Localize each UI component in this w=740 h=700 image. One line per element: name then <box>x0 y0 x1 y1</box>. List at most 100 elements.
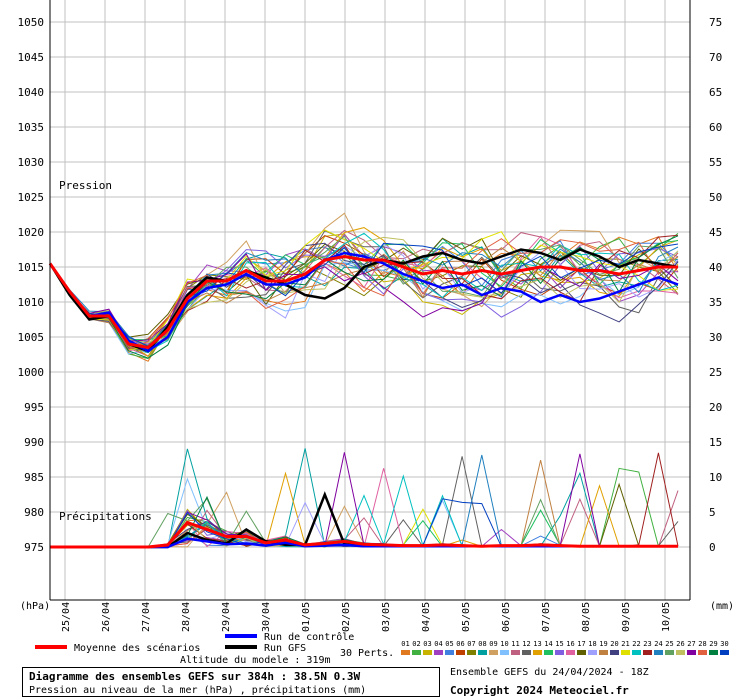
copyright: Copyright 2024 Meteociel.fr <box>450 684 629 697</box>
y-tick-right: 0 <box>709 541 716 554</box>
chart-title-box: Diagramme des ensembles GEFS sur 384h : … <box>22 667 440 697</box>
pert-swatch <box>445 650 454 655</box>
y-tick-right: 70 <box>709 51 722 64</box>
pert-code: 03 <box>423 640 431 648</box>
pert-swatch <box>720 650 729 655</box>
x-tick-label: 28/04 <box>181 602 192 632</box>
y-tick-left: 1015 <box>18 261 45 274</box>
pert-swatch <box>577 650 586 655</box>
pert-swatch <box>478 650 487 655</box>
x-tick-label: 09/05 <box>621 602 632 632</box>
pert-swatch <box>665 650 674 655</box>
x-tick-label: 10/05 <box>661 602 672 632</box>
pert-swatch <box>533 650 542 655</box>
pert-code: 10 <box>500 640 508 648</box>
pert-code: 05 <box>445 640 453 648</box>
y-tick-right: 40 <box>709 261 722 274</box>
y-tick-right: 35 <box>709 296 722 309</box>
pert-code: 07 <box>467 640 475 648</box>
y-tick-left: 1020 <box>18 226 45 239</box>
pert-code: 13 <box>533 640 541 648</box>
pert-code: 24 <box>654 640 662 648</box>
pressure-label: Pression <box>59 179 112 192</box>
y-tick-right: 30 <box>709 331 722 344</box>
right-unit-label: (mm) <box>710 601 734 612</box>
pert-code: 17 <box>577 640 585 648</box>
pert-code: 19 <box>599 640 607 648</box>
pert-code: 01 <box>401 640 409 648</box>
x-tick-label: 29/04 <box>221 602 232 632</box>
pert-code: 16 <box>566 640 574 648</box>
pert-pressure-line <box>49 236 679 344</box>
pert-code: 21 <box>621 640 629 648</box>
pert-swatch <box>467 650 476 655</box>
y-tick-left: 990 <box>24 436 44 449</box>
pert-swatch <box>698 650 707 655</box>
x-tick-label: 04/05 <box>421 602 432 632</box>
series-precip-0 <box>50 520 678 549</box>
y-tick-right: 55 <box>709 156 722 169</box>
pert-code: 29 <box>709 640 717 648</box>
chart-title: Diagramme des ensembles GEFS sur 384h : … <box>29 670 361 683</box>
pert-swatch <box>599 650 608 655</box>
pert-swatch <box>687 650 696 655</box>
pert-code: 23 <box>643 640 651 648</box>
y-tick-right: 75 <box>709 16 722 29</box>
pert-swatch <box>500 650 509 655</box>
pert-code: 22 <box>632 640 640 648</box>
pert-code: 30 <box>720 640 728 648</box>
y-tick-right: 60 <box>709 121 722 134</box>
y-tick-left: 1030 <box>18 156 45 169</box>
pert-code: 12 <box>522 640 530 648</box>
y-tick-left: 1025 <box>18 191 45 204</box>
pert-swatch <box>423 650 432 655</box>
pert-code: 15 <box>555 640 563 648</box>
pert-pressure-line <box>49 235 679 345</box>
pert-swatch <box>654 650 663 655</box>
y-tick-left: 1035 <box>18 121 45 134</box>
series-pressure-0 <box>48 254 678 350</box>
chart-subtitle: Pression au niveau de la mer (hPa) , pré… <box>29 685 367 696</box>
pert-code: 06 <box>456 640 464 648</box>
pert-code: 14 <box>544 640 552 648</box>
x-tick-label: 02/05 <box>341 602 352 632</box>
y-tick-left: 1040 <box>18 86 45 99</box>
x-tick-label: 26/04 <box>101 602 112 632</box>
y-tick-left: 985 <box>24 471 44 484</box>
pert-swatch <box>555 650 564 655</box>
y-tick-right: 15 <box>709 436 722 449</box>
pert-swatch <box>456 650 465 655</box>
x-tick-label: 27/04 <box>141 602 152 632</box>
pert-swatch <box>489 650 498 655</box>
pert-swatch <box>401 650 410 655</box>
x-tick-label: 01/05 <box>301 602 312 632</box>
pert-swatch <box>511 650 520 655</box>
y-tick-left: 995 <box>24 401 44 414</box>
y-tick-right: 45 <box>709 226 722 239</box>
x-tick-label: 05/05 <box>461 602 472 632</box>
y-tick-right: 20 <box>709 401 722 414</box>
pert-pressure-line <box>49 235 679 359</box>
x-tick-label: 03/05 <box>381 602 392 632</box>
pert-code: 25 <box>665 640 673 648</box>
pert-code: 04 <box>434 640 442 648</box>
pert-code: 26 <box>676 640 684 648</box>
model-altitude: Altitude du modele : 319m <box>180 655 331 666</box>
main-lines <box>48 248 679 549</box>
pert-swatch <box>588 650 597 655</box>
pert-code: 11 <box>511 640 519 648</box>
x-tick-label: 25/04 <box>61 602 72 632</box>
pert-pressure-line <box>49 227 679 357</box>
y-tick-left: 1010 <box>18 296 45 309</box>
pert-swatch <box>632 650 641 655</box>
y-tick-right: 5 <box>709 506 716 519</box>
y-tick-left: 1000 <box>18 366 45 379</box>
axes: 9759809859909951000100510101015102010251… <box>18 0 734 632</box>
series-pressure-1 <box>48 251 679 353</box>
x-tick-label: 07/05 <box>541 602 552 632</box>
pert-swatch <box>676 650 685 655</box>
pert-code: 20 <box>610 640 618 648</box>
pert-swatch <box>709 650 718 655</box>
pert-code: 02 <box>412 640 420 648</box>
